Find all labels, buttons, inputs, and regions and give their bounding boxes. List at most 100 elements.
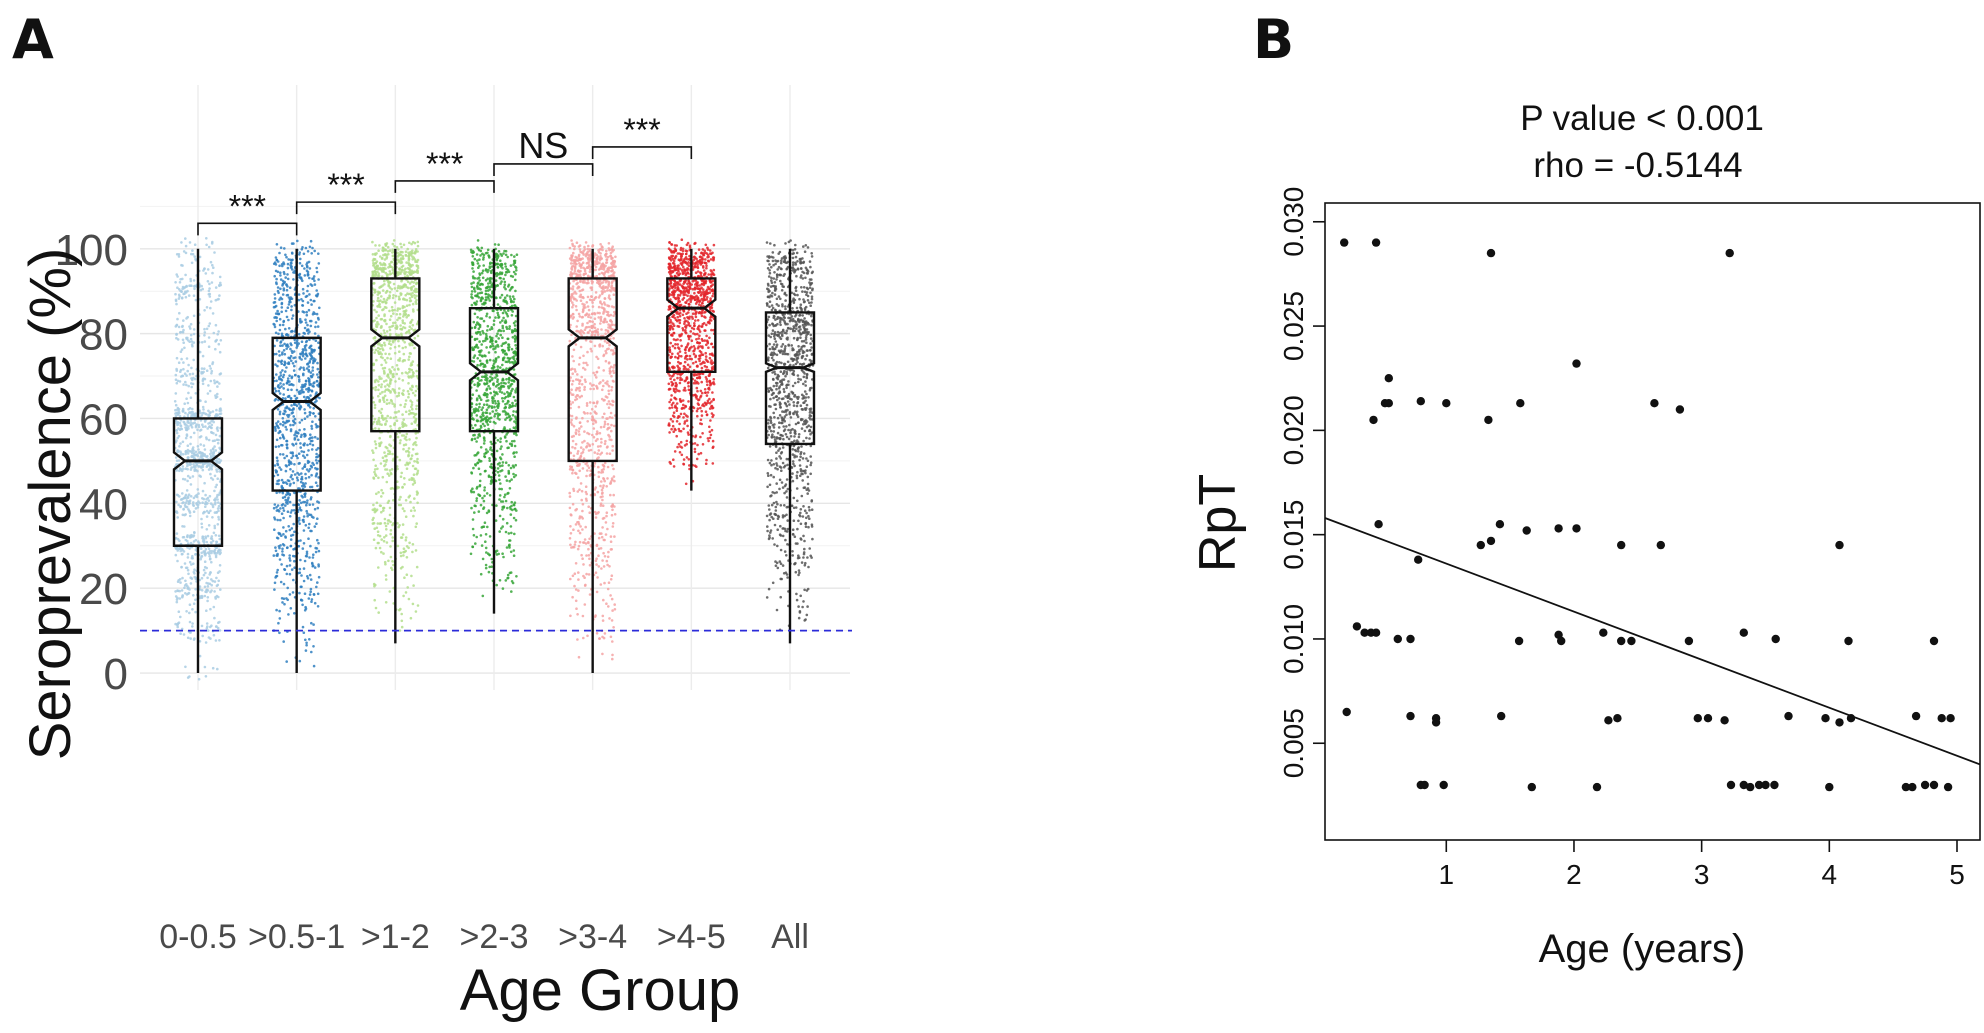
jitter-point (378, 392, 382, 396)
jitter-point (289, 347, 292, 351)
jitter-point (188, 611, 191, 615)
jitter-point (207, 289, 211, 293)
jitter-point (218, 434, 222, 438)
jitter-point (601, 388, 604, 392)
jitter-point (291, 454, 295, 458)
jitter-point (475, 499, 478, 503)
jitter-point (279, 246, 283, 249)
jitter-point (394, 294, 398, 298)
jitter-point (496, 412, 499, 415)
jitter-point (505, 521, 509, 525)
jitter-point (391, 248, 395, 251)
jitter-point (395, 411, 398, 414)
jitter-point (478, 402, 481, 406)
jitter-point (203, 340, 207, 343)
jitter-point (499, 271, 502, 274)
jitter-point (293, 417, 297, 421)
jitter-point (390, 566, 393, 570)
jitter-point (312, 385, 315, 388)
jitter-point (189, 442, 192, 446)
jitter-point (407, 392, 411, 396)
jitter-point (273, 300, 277, 304)
jitter-point (278, 532, 281, 536)
jitter-point (507, 343, 511, 347)
jitter-point (494, 350, 497, 354)
jitter-point (313, 332, 317, 335)
jitter-point (279, 274, 282, 277)
jitter-point (380, 363, 383, 367)
jitter-point (384, 534, 388, 537)
jitter-point (205, 502, 208, 506)
jitter-point (502, 316, 505, 320)
jitter-point (192, 328, 196, 331)
jitter-point (470, 303, 474, 307)
jitter-point (507, 309, 510, 312)
jitter-point (204, 641, 208, 644)
jitter-point (415, 294, 418, 298)
jitter-point (192, 452, 196, 455)
jitter-point (288, 564, 292, 567)
jitter-point (378, 546, 382, 550)
jitter-point (510, 347, 514, 351)
jitter-point (493, 405, 496, 409)
jitter-point (410, 457, 413, 460)
jitter-point (413, 346, 416, 350)
jitter-point (576, 373, 579, 376)
jitter-point (284, 276, 288, 279)
jitter-point (304, 605, 307, 609)
jitter-point (292, 481, 296, 485)
jitter-point (379, 411, 383, 415)
jitter-point (389, 381, 392, 384)
jitter-point (181, 525, 184, 528)
jitter-point (191, 622, 194, 625)
jitter-point (279, 422, 282, 426)
jitter-point (314, 466, 317, 470)
jitter-point (306, 284, 310, 288)
jitter-point (574, 343, 578, 346)
jitter-point (504, 475, 507, 478)
jitter-point (503, 493, 507, 497)
jitter-point (189, 396, 193, 400)
jitter-point (305, 550, 309, 554)
jitter-point (285, 315, 289, 319)
jitter-point (219, 588, 222, 591)
jitter-point (470, 293, 473, 296)
jitter-point (273, 387, 277, 390)
jitter-point (398, 359, 401, 362)
jitter-point (181, 465, 185, 468)
jitter-point (504, 270, 508, 274)
jitter-point (396, 435, 400, 439)
jitter-point (307, 526, 311, 530)
jitter-point (202, 408, 205, 411)
jitter-point (415, 460, 419, 463)
jitter-point (577, 529, 580, 533)
jitter-point (591, 333, 594, 336)
jitter-point (275, 491, 279, 495)
jitter-point (597, 305, 601, 309)
jitter-point (508, 539, 511, 542)
jitter-point (201, 634, 204, 638)
jitter-point (311, 373, 315, 376)
jitter-point (471, 262, 475, 266)
jitter-point (198, 429, 202, 432)
jitter-point (218, 275, 222, 279)
jitter-point (399, 475, 403, 479)
jitter-point (208, 464, 211, 467)
jitter-point (393, 287, 397, 290)
jitter-point (500, 293, 504, 297)
jitter-point (289, 423, 292, 427)
jitter-point (601, 559, 604, 562)
jitter-point (286, 479, 290, 482)
jitter-point (484, 448, 488, 451)
jitter-point (196, 454, 200, 458)
jitter-point (286, 266, 290, 270)
jitter-point (290, 412, 294, 415)
jitter-point (287, 415, 290, 419)
jitter-point (401, 507, 405, 510)
jitter-point (511, 285, 514, 289)
jitter-point (215, 468, 218, 471)
jitter-point (606, 555, 610, 559)
jitter-point (410, 422, 414, 426)
jitter-point (384, 578, 388, 581)
jitter-point (302, 450, 306, 454)
